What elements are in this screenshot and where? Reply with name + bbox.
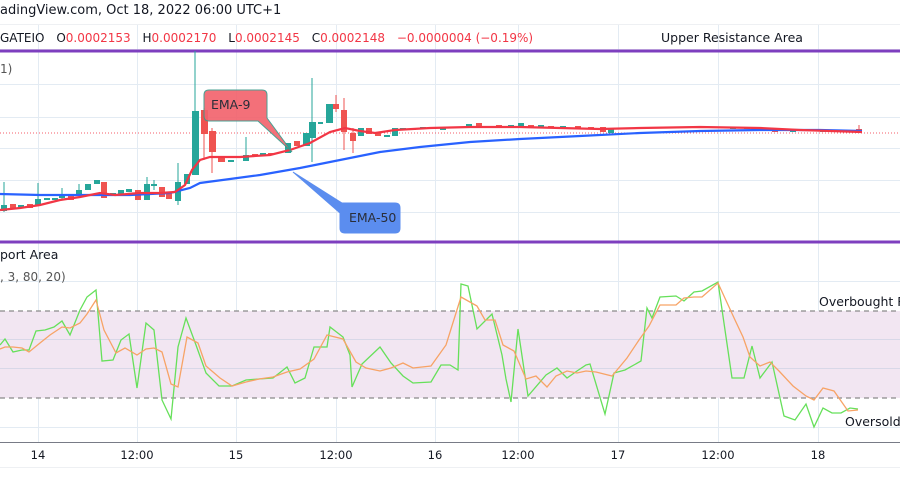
low-value: 0.0002145 (234, 31, 300, 45)
stoch-d-line (0, 281, 859, 412)
oversold-label: Oversold I (845, 414, 900, 429)
lower-support-label: port Area (0, 247, 59, 262)
change-value: −0.0000004 (−0.19%) (396, 31, 534, 45)
x-tick: 15 (228, 448, 244, 462)
x-tick: 18 (810, 448, 826, 462)
high-value: 0.0002170 (151, 31, 217, 45)
x-tick: 14 (30, 448, 46, 462)
chart-source-line: adingView.com, Oct 18, 2022 06:00 UTC+1 (0, 3, 282, 18)
ema50-callout (292, 171, 401, 234)
x-tick: 12:00 (120, 448, 154, 462)
ema9-callout-label: EMA-9 (211, 97, 251, 112)
open-value: 0.0002153 (65, 31, 131, 45)
ema50-callout-label: EMA-50 (349, 210, 397, 225)
ema50-line (0, 128, 863, 197)
x-tick: 17 (610, 448, 626, 462)
indicator-legend[interactable]: 1) (0, 62, 13, 76)
horizontal-grid-main (0, 84, 900, 213)
upper-resistance-label: Upper Resistance Area (661, 30, 803, 45)
x-tick: 16 (427, 448, 443, 462)
x-tick: 12:00 (701, 448, 735, 462)
stoch-k-line (0, 280, 859, 429)
ema9-line (0, 125, 863, 212)
x-tick: 12:00 (501, 448, 535, 462)
x-tick: 12:00 (319, 448, 353, 462)
close-value: 0.0002148 (320, 31, 385, 45)
stoch-params-label[interactable]: , 3, 80, 20) (0, 270, 66, 284)
overbought-label: Overbought Re (819, 294, 900, 309)
exchange-label: GATEIO (0, 31, 45, 45)
ema9-callout (203, 89, 293, 153)
ohlc-legend: GATEIO O0.0002153 H0.0002170 L0.0002145 … (0, 31, 534, 45)
